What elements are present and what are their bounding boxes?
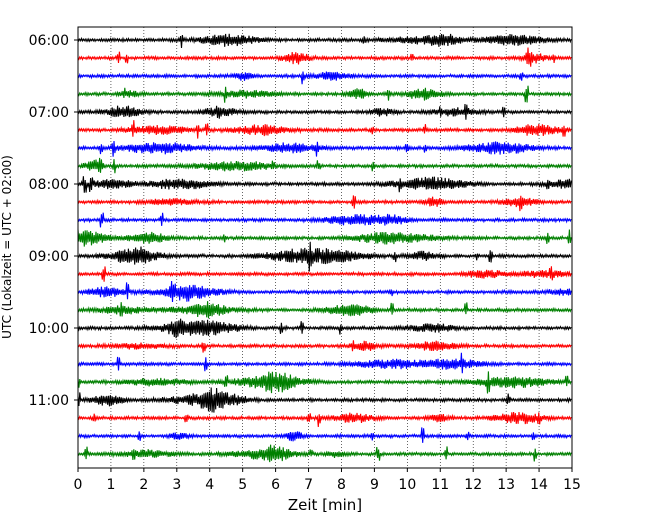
y-tick-label: 10:00 <box>29 321 69 337</box>
trace-line <box>77 176 572 193</box>
x-tick-label: 0 <box>74 477 83 493</box>
trace-line <box>77 103 572 120</box>
x-tick-label: 3 <box>172 477 181 493</box>
y-tick-label: 06:00 <box>29 33 69 49</box>
seismic-traces <box>77 33 572 463</box>
x-axis-label: Zeit [min] <box>288 496 362 514</box>
trace-line <box>77 340 572 353</box>
x-tick-label: 12 <box>464 477 482 493</box>
x-tick-label: 9 <box>370 477 379 493</box>
x-tick-label: 2 <box>139 477 148 493</box>
y-tick-label: 08:00 <box>29 177 69 193</box>
x-tick-label: 6 <box>271 477 280 493</box>
x-tick-label: 7 <box>304 477 313 493</box>
trace-line <box>77 411 572 427</box>
x-tick-label: 13 <box>497 477 515 493</box>
trace-line <box>77 352 572 374</box>
plot-frame <box>77 26 573 469</box>
trace-line <box>77 444 572 463</box>
x-tick-label: 5 <box>238 477 247 493</box>
trace-line <box>77 212 572 228</box>
trace-line <box>77 195 572 212</box>
trace-line <box>77 85 572 103</box>
y-axis-label: UTC (Lokalzeit = UTC + 02:00) <box>0 155 14 339</box>
trace-line <box>77 371 572 394</box>
trace-line <box>77 427 572 443</box>
trace-line <box>77 47 572 67</box>
y-tick-label: 09:00 <box>29 249 69 265</box>
x-tick-label: 14 <box>530 477 548 493</box>
x-tick-label: 10 <box>398 477 416 493</box>
trace-line <box>77 318 572 339</box>
x-tick-label: 1 <box>106 477 115 493</box>
trace-line <box>77 157 572 174</box>
trace-line <box>77 120 572 139</box>
trace-line <box>77 229 572 247</box>
trace-line <box>77 280 572 303</box>
trace-line <box>77 33 572 48</box>
trace-line <box>77 71 572 85</box>
x-tick-label: 4 <box>205 477 214 493</box>
trace-line <box>77 387 572 413</box>
trace-line <box>77 241 572 272</box>
x-axis-ticks: 0 1 2 3 4 5 6 7 8 9 10 11 12 13 14 15 <box>74 468 581 493</box>
trace-line <box>77 266 572 282</box>
x-tick-label: 15 <box>563 477 581 493</box>
y-tick-label: 11:00 <box>29 393 69 409</box>
trace-line <box>77 141 572 157</box>
x-tick-label: 11 <box>431 477 449 493</box>
x-tick-label: 8 <box>337 477 346 493</box>
y-axis-ticks: 06:00 07:00 08:00 09:00 10:00 11:00 <box>29 33 78 409</box>
y-tick-label: 07:00 <box>29 105 69 121</box>
trace-line <box>77 301 572 319</box>
